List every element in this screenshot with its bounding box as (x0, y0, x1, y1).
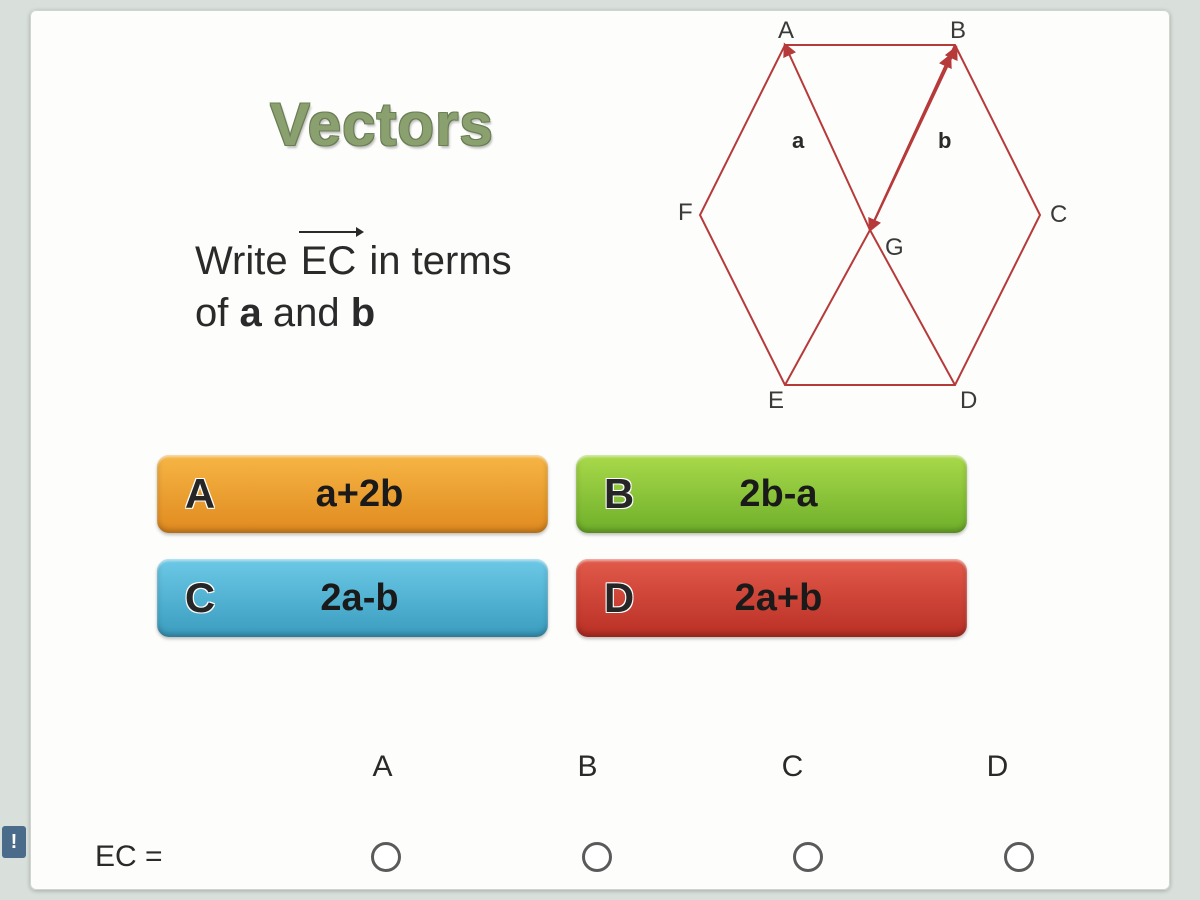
answer-radio-row: EC = (85, 840, 1125, 874)
vertex-label-b: B (950, 20, 966, 44)
radio-circle-icon (1004, 842, 1034, 872)
vertex-label-a: A (778, 20, 794, 44)
option-button-a[interactable]: A a+2b (157, 455, 548, 533)
option-value: 2b-a (646, 473, 951, 516)
radio-circle-icon (371, 842, 401, 872)
radio-b[interactable] (491, 842, 702, 872)
vector-label-b: b (938, 128, 951, 153)
option-value: a+2b (227, 473, 532, 516)
hexagon-svg: A B C D E F G a b (640, 20, 1100, 420)
radio-circle-icon (582, 842, 612, 872)
option-letter: C (173, 574, 227, 622)
slide-card: Vectors Write EC in terms of a and b (30, 10, 1170, 890)
header-b: B (485, 750, 690, 784)
radio-d[interactable] (914, 842, 1125, 872)
option-button-d[interactable]: D 2a+b (576, 559, 967, 637)
radio-c[interactable] (703, 842, 914, 872)
option-button-b[interactable]: B 2b-a (576, 455, 967, 533)
radio-a[interactable] (280, 842, 491, 872)
edge-gd (870, 230, 955, 385)
flag-question-button[interactable]: ! (2, 826, 26, 858)
header-d: D (895, 750, 1100, 784)
header-a: A (280, 750, 485, 784)
vertex-label-e: E (768, 387, 784, 414)
prompt-post: in terms (358, 239, 511, 283)
option-letter: B (592, 470, 646, 518)
option-value: 2a-b (227, 577, 532, 620)
question-prompt: Write EC in terms of a and b (195, 235, 512, 339)
option-button-c[interactable]: C 2a-b (157, 559, 548, 637)
vertex-label-d: D (960, 387, 977, 414)
question-short-label: EC = (85, 840, 280, 874)
radio-circle-icon (793, 842, 823, 872)
option-value: 2a+b (646, 577, 951, 620)
option-letter: A (173, 470, 227, 518)
edge-eg (785, 230, 870, 385)
hexagon-outline (700, 45, 1040, 385)
header-c: C (690, 750, 895, 784)
vector-label-a: a (792, 128, 805, 153)
prompt-pre: Write (195, 239, 299, 283)
option-letter: D (592, 574, 646, 622)
hexagon-diagram: A B C D E F G a b (640, 20, 1100, 420)
flag-icon: ! (11, 831, 18, 854)
vertex-label-c: C (1050, 201, 1067, 228)
vector-ec: EC (299, 235, 359, 287)
center-label-g: G (885, 234, 904, 261)
page-title: Vectors (270, 90, 494, 159)
prompt-line2: of a and b (195, 291, 375, 335)
vertex-label-f: F (678, 199, 693, 226)
answer-options: A a+2b B 2b-a C 2a-b D 2a+b (157, 455, 967, 663)
radio-headers: A B C D (280, 750, 1100, 784)
